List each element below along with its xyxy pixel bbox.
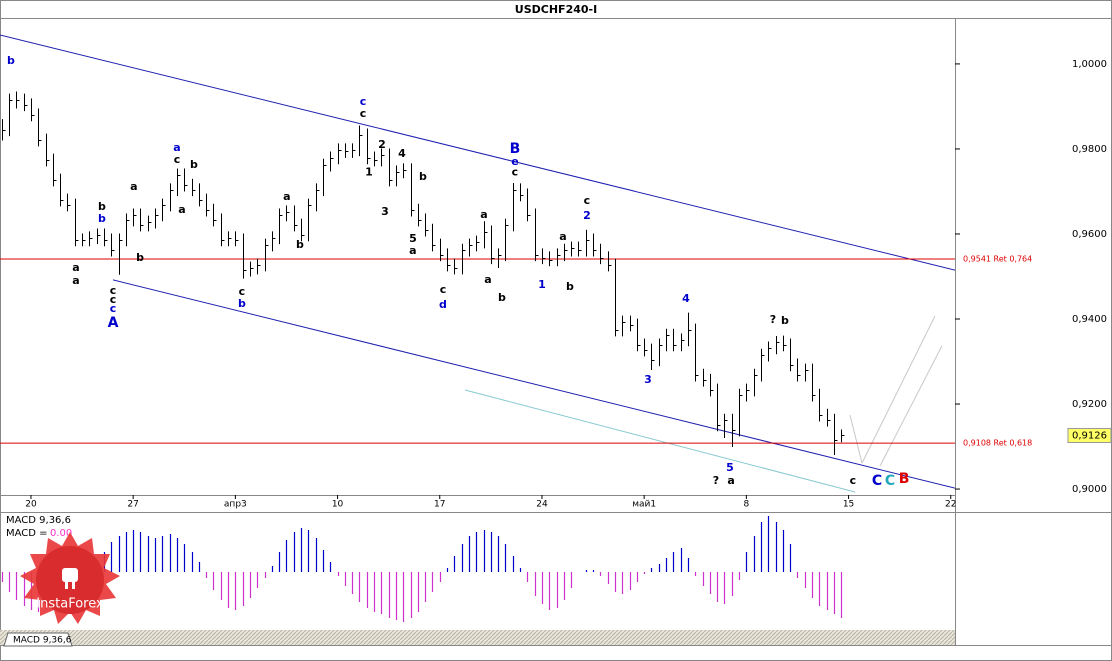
wave-label: a [72, 261, 79, 274]
wave-label: ? [713, 474, 719, 487]
wave-label: c [110, 293, 117, 306]
wave-label: 2 [583, 209, 591, 222]
x-tick-label: 27 [127, 500, 138, 510]
level-label: 0,9108 Ret 0,618 [963, 439, 1032, 448]
wave-label: a [480, 208, 487, 221]
trend-line [849, 414, 863, 464]
wave-label: a [727, 474, 734, 487]
wave-label: b [98, 200, 106, 213]
x-tick-label: 8 [743, 500, 749, 510]
x-tick-label: 10 [332, 500, 344, 510]
wave-label: 1 [365, 166, 373, 179]
logo-icon-body [62, 568, 78, 582]
trend-line [861, 315, 936, 464]
wave-label: ? [770, 313, 776, 326]
wave-label: b [7, 54, 15, 67]
y-tick-label: 0,9000 [1072, 484, 1107, 495]
wave-label: 4 [682, 292, 690, 305]
wave-label: a [283, 190, 290, 203]
wave-label: B [899, 471, 910, 487]
wave-label: a [173, 141, 180, 154]
y-tick-label: 1,0000 [1072, 59, 1107, 70]
wave-label: A [108, 315, 119, 331]
wave-label: c [512, 166, 519, 179]
logo: InstaForex [20, 532, 120, 624]
wave-label: c [440, 283, 447, 296]
wave-label: 1 [538, 278, 546, 291]
trend-line [0, 34, 955, 271]
hatch-strip [0, 630, 955, 645]
logo-icon-leg [65, 582, 68, 589]
wave-label: c [239, 285, 246, 298]
macd-title: MACD 9,36,6 [6, 515, 71, 526]
wave-label: 5 [726, 461, 734, 474]
wave-label: B [510, 141, 521, 157]
wave-label: C [885, 473, 895, 489]
wave-label: a [409, 244, 416, 257]
price-tag [1067, 427, 1112, 443]
macd-value: 0.00 [50, 528, 72, 539]
wave-label: c [360, 107, 367, 120]
wave-label: C [872, 473, 882, 489]
wave-label: c [584, 194, 591, 207]
level-label: 0,9541 Ret 0,764 [963, 255, 1032, 264]
y-tick-label: 0,9800 [1072, 144, 1107, 155]
wave-label: b [190, 158, 198, 171]
wave-label: b [296, 238, 304, 251]
x-tick-label: 24 [536, 500, 548, 510]
y-tick-label: 0,9200 [1072, 399, 1107, 410]
wave-label: b [566, 280, 574, 293]
wave-label: d [439, 298, 447, 311]
x-tick-label: 20 [25, 500, 37, 510]
wave-label: 3 [381, 205, 389, 218]
y-tick-label: 0,9400 [1072, 314, 1107, 325]
x-tick-label: 15 [843, 500, 854, 510]
trend-line [112, 279, 955, 489]
wave-label: c [110, 302, 117, 315]
wave-label: a [72, 274, 79, 287]
wave-label: 2 [378, 138, 386, 151]
wave-label: a [484, 273, 491, 286]
trend-line [879, 345, 943, 467]
wave-label: e [511, 155, 518, 168]
wave-label: c [110, 284, 117, 297]
wave-label: a [130, 180, 137, 193]
macd-value-prefix: MACD = [6, 528, 48, 539]
wave-label: a [178, 203, 185, 216]
panel-tab-label: MACD 9,36,6 [13, 636, 72, 646]
wave-label: 5 [409, 232, 417, 245]
wave-label: c [850, 474, 857, 487]
logo-text: InstaForex [36, 597, 104, 612]
panel-tab [3, 632, 73, 647]
x-tick-label: апр3 [224, 500, 247, 510]
wave-label: c [360, 95, 367, 108]
trend-line [464, 389, 856, 493]
wave-label: b [136, 251, 144, 264]
wave-label: b [419, 170, 427, 183]
x-tick-label: 17 [434, 500, 445, 510]
wave-label: a [559, 230, 566, 243]
chart-title: USDCHF240-I [515, 3, 597, 16]
logo-icon [62, 568, 78, 589]
price-tag-label: 0,9126 [1072, 430, 1107, 441]
wave-label: b [498, 291, 506, 304]
logo-icon-leg [72, 582, 75, 589]
wave-label: c [174, 153, 181, 166]
wave-label: 4 [398, 147, 406, 160]
wave-label: b [781, 314, 789, 327]
wave-label: 3 [644, 373, 652, 386]
x-tick-label: 22 [945, 500, 956, 510]
wave-label: b [238, 297, 246, 310]
macd-panel [1, 516, 843, 622]
x-tick-label: май1 [632, 500, 656, 510]
wave-label: b [98, 212, 106, 225]
y-tick-label: 0,9600 [1072, 229, 1107, 240]
